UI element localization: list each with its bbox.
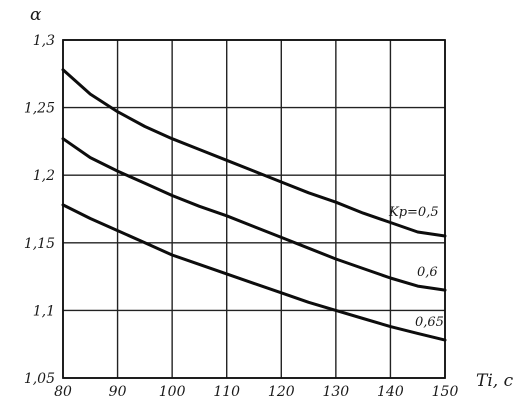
y-tick-label: 1,1 bbox=[33, 303, 55, 319]
series-line bbox=[61, 137, 447, 292]
x-tick-label: 130 bbox=[322, 384, 349, 400]
curves: Kp=0,5 0,6 0,65 bbox=[61, 68, 447, 342]
y-tick-label: 1,3 bbox=[33, 33, 55, 49]
x-tick-label: 120 bbox=[268, 384, 295, 400]
x-tick-label: 110 bbox=[213, 384, 240, 400]
series-label: 0,65 bbox=[415, 315, 444, 330]
x-tick-label: 150 bbox=[432, 384, 459, 400]
x-tick-label: 90 bbox=[109, 384, 127, 400]
plot-frame bbox=[62, 39, 446, 379]
series-label: 0,6 bbox=[417, 265, 438, 280]
x-axis-label: Ti, c bbox=[476, 371, 514, 391]
x-tick-label: 100 bbox=[159, 384, 186, 400]
series-line bbox=[61, 68, 447, 238]
y-axis-label: α bbox=[30, 5, 42, 25]
x-tick-label: 140 bbox=[377, 384, 404, 400]
y-tick-label: 1,25 bbox=[24, 101, 55, 117]
x-tick-label: 80 bbox=[54, 384, 72, 400]
series-line bbox=[61, 203, 447, 342]
labels: α Ti, c bbox=[30, 5, 514, 391]
series-label: Kp=0,5 bbox=[388, 205, 439, 220]
y-tick-label: 1,2 bbox=[33, 168, 55, 184]
y-tick-label: 1,05 bbox=[24, 371, 55, 387]
tick-labels: 80 90 100 110 120 130 140 150 1,05 1,1 1,15 1,2 1,25… bbox=[24, 33, 459, 400]
y-tick-label: 1,15 bbox=[24, 236, 55, 252]
